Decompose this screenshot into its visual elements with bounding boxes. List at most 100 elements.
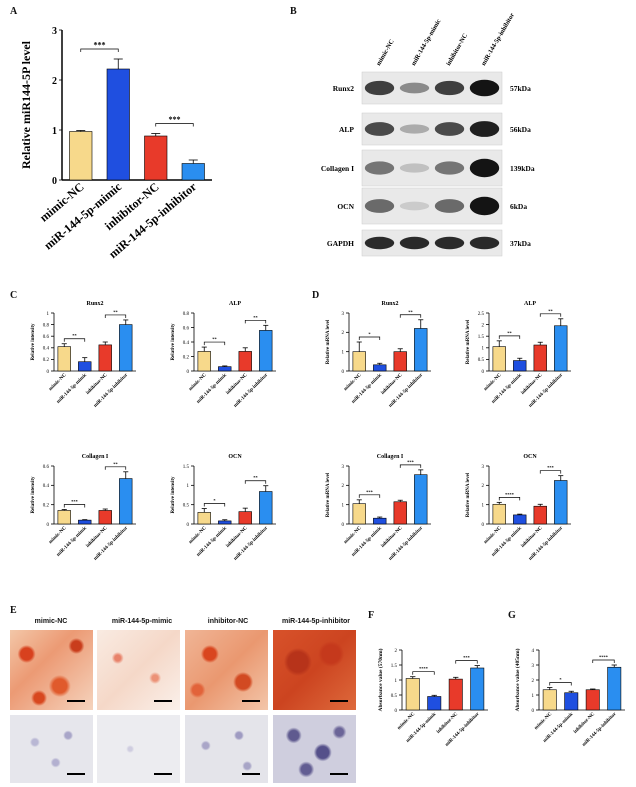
significance-bracket: [399, 314, 422, 318]
y-tick-label: 3: [342, 312, 345, 317]
y-tick-label: 1.5: [391, 664, 398, 669]
significance-label: **: [253, 475, 258, 480]
x-tick-label: mimic-NC: [483, 526, 503, 546]
bar-mimic-NC: [57, 346, 71, 372]
y-tick-label: 3: [342, 465, 345, 470]
y-tick-label: 0: [342, 523, 345, 528]
y-axis-label: Relative intensity: [171, 323, 176, 361]
x-tick-label: mimic-NC: [534, 712, 554, 732]
panel-label-a: A: [10, 6, 18, 17]
panel-label-e: E: [10, 605, 17, 616]
significance-label: ****: [599, 655, 609, 660]
y-axis-label: Relative mRNA level: [326, 319, 331, 364]
y-tick-label: 0: [47, 370, 50, 375]
significance-label: *: [368, 332, 371, 337]
y-axis-label: Relative miR144-5P level: [19, 40, 33, 169]
x-tick-label: miR-144-5p-inhibitor: [528, 372, 564, 408]
y-tick-label: 0: [482, 523, 485, 528]
blot-band: [364, 161, 395, 175]
bar-miR-144-5p-mimic: [373, 517, 387, 525]
blot-row-label: Collagen I: [321, 164, 354, 173]
bar-miR-144-5p-mimic: [373, 364, 387, 372]
significance-bracket: [455, 660, 478, 664]
blot-band: [399, 236, 430, 250]
bar-miR-144-5p-inhibitor: [554, 480, 568, 525]
bar-inhibitor-NC: [98, 344, 112, 372]
y-tick-label: 2: [342, 331, 345, 336]
significance-bracket: [539, 470, 562, 474]
bar-miR-144-5p-inhibitor: [414, 474, 428, 525]
y-tick-label: 0.6: [43, 335, 50, 340]
y-tick-label: 2: [52, 76, 57, 87]
blot-band: [364, 122, 395, 136]
panel-label-c: C: [10, 290, 18, 301]
blot-band: [469, 79, 500, 97]
y-axis-label: Relative intensity: [31, 323, 36, 361]
y-tick-label: 2.5: [478, 312, 485, 317]
micrograph-ars-mimic-nc: [10, 715, 93, 783]
x-tick-label: inhibitor-NC: [436, 712, 459, 735]
panel-label-f: F: [368, 610, 375, 621]
y-tick-label: 1: [342, 503, 345, 508]
y-tick-label: 0.8: [43, 323, 50, 328]
x-tick-label: miR-144-5p-inhibitor: [233, 525, 269, 561]
significance-label: **: [212, 337, 217, 342]
chart-title: Runx2: [86, 301, 103, 307]
chart-d-ocn: OCN 0 1 2 3 Relative mRNA level mimic-NC miR-14…: [466, 454, 571, 562]
y-tick-label: 0.4: [43, 484, 50, 489]
y-tick-label: 2: [395, 649, 398, 654]
x-tick-label: miR-144-5p-inhibitor: [93, 372, 129, 408]
blot-band: [469, 121, 500, 137]
bar-miR-144-5p-inhibitor: [414, 328, 428, 372]
y-tick-label: 0.5: [478, 358, 485, 363]
micrograph-ars-inhibitor: [273, 715, 356, 783]
x-tick-label: miR-144-5p-inhibitor: [528, 525, 564, 561]
blot-band: [434, 161, 465, 175]
bar-miR-144-5p-mimic: [106, 68, 130, 181]
blot-band: [399, 124, 430, 134]
y-axis-label: Relative intensity: [31, 476, 36, 514]
y-tick-label: 0.6: [183, 326, 190, 331]
blot-lane-label: mimic-NC: [375, 38, 396, 67]
significance-label: ****: [419, 666, 429, 671]
significance-label: ***: [71, 499, 79, 504]
y-tick-label: 0: [187, 370, 190, 375]
bar-miR-144-5p-mimic: [427, 696, 442, 711]
blot-band: [364, 199, 395, 213]
significance-bracket: [399, 464, 422, 468]
significance-bracket: [155, 123, 194, 127]
bar-miR-144-5p-inhibitor: [607, 666, 622, 711]
chart-title: Collagen I: [377, 454, 404, 460]
y-axis-label: Relative intensity: [171, 476, 176, 514]
significance-bracket: [498, 335, 521, 339]
significance-label: **: [113, 461, 118, 466]
y-tick-label: 0.8: [183, 312, 190, 317]
blot-row-label: GAPDH: [327, 239, 354, 248]
x-tick-label: mimic-NC: [343, 526, 363, 546]
x-tick-label: mimic-NC: [397, 712, 417, 732]
blot-kda-label: 6kDa: [510, 202, 527, 211]
blot-lane-label: inhibitor-NC: [445, 32, 469, 67]
y-tick-label: 1.5: [183, 465, 190, 470]
bar-miR-144-5p-inhibitor: [119, 324, 133, 372]
chart-c-runx2: Runx2 0 0.2 0.4 0.6 0.8 1 Relative intensity mim…: [31, 301, 136, 409]
significance-bracket: [358, 494, 381, 498]
significance-bracket: [244, 319, 267, 324]
bar-inhibitor-NC: [393, 351, 407, 372]
significance-bracket: [203, 503, 226, 507]
blot-kda-label: 139kDa: [510, 164, 535, 173]
y-tick-label: 1: [395, 679, 398, 684]
blot-kda-label: 37kDa: [510, 239, 531, 248]
bar-miR-144-5p-inhibitor: [259, 330, 273, 372]
significance-bracket: [104, 466, 127, 470]
bar-inhibitor-NC: [533, 505, 547, 525]
y-axis-label: Absorbance value (570nm): [377, 648, 384, 711]
bar-mimic-NC: [492, 503, 506, 525]
blot-lane-label: miR-144-5p-mimic: [410, 18, 442, 67]
blot-band: [434, 122, 465, 136]
blot-row-label: ALP: [339, 125, 354, 134]
bar-inhibitor-NC: [448, 678, 463, 711]
y-axis-label: Relative mRNA level: [466, 472, 471, 517]
y-axis-label: Absorbance value (405nm): [514, 648, 521, 711]
bar-miR-144-5p-mimic: [218, 520, 232, 525]
